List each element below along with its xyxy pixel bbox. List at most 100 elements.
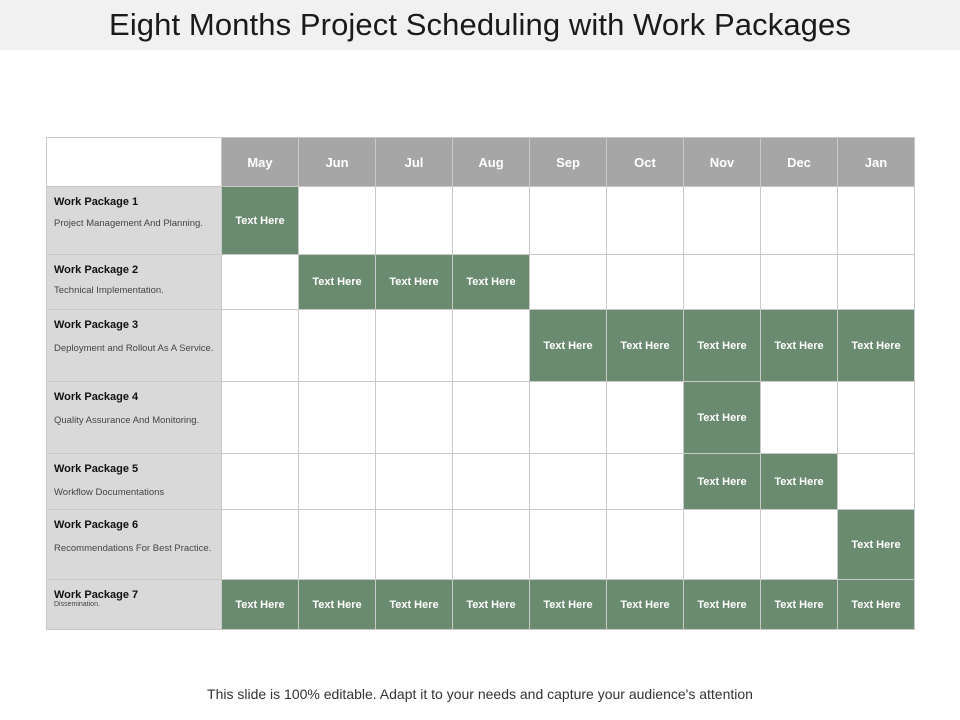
work-package-label: Work Package 6 Recommendations For Best P… (46, 509, 222, 580)
work-package-description: Quality Assurance And Monitoring. (54, 415, 200, 426)
month-header: Jun (298, 137, 376, 187)
schedule-cell-empty (298, 309, 376, 382)
work-package-name: Work Package 1 (54, 196, 139, 208)
schedule-cell-empty (298, 453, 376, 510)
schedule-cell-empty (221, 509, 299, 580)
title-bar: Eight Months Project Scheduling with Wor… (0, 0, 960, 50)
schedule-cell-filled: Text Here (221, 186, 299, 255)
schedule-cell-empty (837, 453, 915, 510)
schedule-cell-empty (452, 453, 530, 510)
schedule-cell-empty (683, 509, 761, 580)
work-package-description: Dissemination. (54, 601, 100, 608)
month-header-row: May Jun Jul Aug Sep Oct Nov Dec Jan (46, 137, 915, 187)
footer-note: This slide is 100% editable. Adapt it to… (207, 686, 753, 702)
schedule-cell-empty (529, 381, 607, 454)
schedule-cell-empty (452, 381, 530, 454)
schedule-cell-empty (529, 254, 607, 310)
schedule-cell-filled: Text Here (606, 579, 684, 630)
schedule-cell-empty (606, 509, 684, 580)
schedule-cell-empty (683, 186, 761, 255)
schedule-cell-filled: Text Here (683, 453, 761, 510)
month-header: Sep (529, 137, 607, 187)
schedule-cell-empty (298, 509, 376, 580)
work-package-row: Work Package 7 Dissemination. Text Here Tex… (46, 579, 915, 630)
month-header: Dec (760, 137, 838, 187)
schedule-cell-empty (529, 186, 607, 255)
work-package-row: Work Package 4 Quality Assurance And Moni… (46, 381, 915, 454)
schedule-cell-empty (298, 186, 376, 255)
month-header: May (221, 137, 299, 187)
schedule-cell-empty (837, 186, 915, 255)
schedule-cell-filled: Text Here (837, 509, 915, 580)
schedule-cell-filled: Text Here (760, 309, 838, 382)
work-package-name: Work Package 5 (54, 463, 139, 475)
work-package-label: Work Package 4 Quality Assurance And Moni… (46, 381, 222, 454)
work-package-label: Work Package 3 Deployment and Rollout As … (46, 309, 222, 382)
schedule-cell-filled: Text Here (683, 579, 761, 630)
schedule-cell-empty (529, 453, 607, 510)
schedule-cell-empty (760, 381, 838, 454)
work-package-row: Work Package 1 Project Management And Pla… (46, 186, 915, 255)
schedule-cell-empty (760, 186, 838, 255)
schedule-cell-filled: Text Here (760, 579, 838, 630)
work-package-name: Work Package 3 (54, 319, 139, 331)
schedule-cell-empty (837, 254, 915, 310)
month-header: Jul (375, 137, 453, 187)
schedule-cell-filled: Text Here (837, 579, 915, 630)
schedule-cell-empty (606, 453, 684, 510)
work-package-label: Work Package 5 Workflow Documentations (46, 453, 222, 510)
schedule-body: Work Package 1 Project Management And Pla… (46, 186, 915, 630)
work-package-description: Recommendations For Best Practice. (54, 543, 212, 554)
work-package-row: Work Package 5 Workflow Documentations Tex… (46, 453, 915, 510)
schedule-cell-empty (452, 309, 530, 382)
month-header: Jan (837, 137, 915, 187)
schedule-cell-empty (221, 453, 299, 510)
month-header: Aug (452, 137, 530, 187)
schedule-cell-filled: Text Here (452, 579, 530, 630)
schedule-cell-empty (760, 509, 838, 580)
schedule-cell-filled: Text Here (221, 579, 299, 630)
work-package-row: Work Package 6 Recommendations For Best P… (46, 509, 915, 580)
corner-cell (46, 137, 222, 187)
work-package-name: Work Package 7 (54, 589, 139, 601)
schedule-table: May Jun Jul Aug Sep Oct Nov Dec Jan Work… (46, 137, 915, 630)
schedule-cell-empty (221, 309, 299, 382)
schedule-cell-empty (683, 254, 761, 310)
work-package-label: Work Package 1 Project Management And Pla… (46, 186, 222, 255)
schedule-cell-filled: Text Here (375, 254, 453, 310)
schedule-cell-empty (298, 381, 376, 454)
schedule-cell-empty (529, 509, 607, 580)
schedule-cell-empty (221, 381, 299, 454)
schedule-cell-filled: Text Here (683, 309, 761, 382)
schedule-cell-empty (452, 186, 530, 255)
work-package-label: Work Package 2 Technical Implementation. (46, 254, 222, 310)
schedule-cell-empty (452, 509, 530, 580)
schedule-cell-filled: Text Here (606, 309, 684, 382)
schedule-cell-empty (375, 186, 453, 255)
work-package-row: Work Package 2 Technical Implementation. T… (46, 254, 915, 310)
schedule-cell-filled: Text Here (683, 381, 761, 454)
schedule-cell-filled: Text Here (760, 453, 838, 510)
schedule-cell-filled: Text Here (375, 579, 453, 630)
month-header: Nov (683, 137, 761, 187)
schedule-cell-empty (375, 309, 453, 382)
schedule-cell-empty (375, 381, 453, 454)
month-header: Oct (606, 137, 684, 187)
work-package-description: Deployment and Rollout As A Service. (54, 343, 214, 354)
work-package-name: Work Package 4 (54, 391, 139, 403)
schedule-cell-filled: Text Here (837, 309, 915, 382)
schedule-cell-filled: Text Here (529, 309, 607, 382)
schedule-cell-filled: Text Here (529, 579, 607, 630)
schedule-cell-empty (375, 509, 453, 580)
work-package-label: Work Package 7 Dissemination. (46, 579, 222, 630)
work-package-description: Technical Implementation. (54, 285, 164, 296)
work-package-name: Work Package 6 (54, 519, 139, 531)
schedule-cell-filled: Text Here (298, 254, 376, 310)
schedule-cell-empty (606, 186, 684, 255)
schedule-cell-empty (760, 254, 838, 310)
work-package-description: Workflow Documentations (54, 487, 165, 498)
schedule-cell-empty (606, 381, 684, 454)
work-package-row: Work Package 3 Deployment and Rollout As … (46, 309, 915, 382)
schedule-cell-filled: Text Here (452, 254, 530, 310)
work-package-description: Project Management And Planning. (54, 218, 203, 229)
